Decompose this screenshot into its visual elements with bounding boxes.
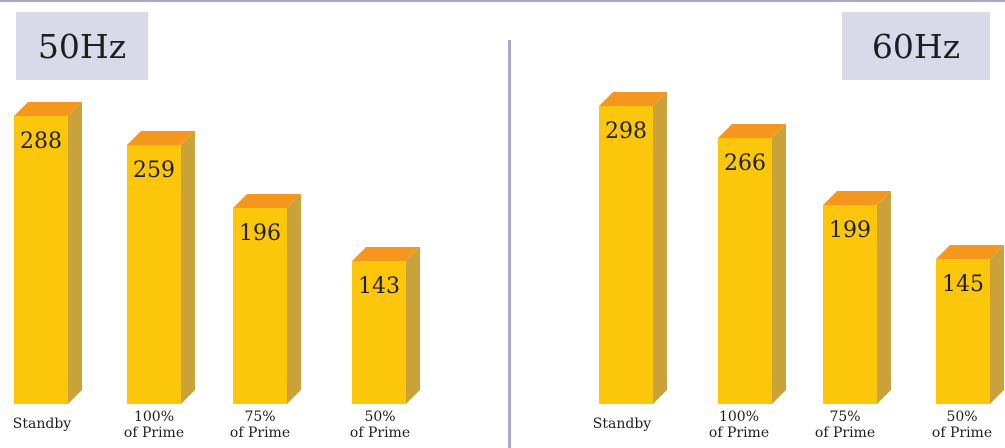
bar-group: 143	[352, 247, 420, 404]
data-label: 199	[829, 218, 871, 243]
frequency-label-50hz: 50Hz	[16, 12, 148, 80]
bar-top	[823, 191, 891, 205]
bar-top	[14, 102, 82, 116]
bar-side	[653, 92, 667, 404]
bar-side	[772, 124, 786, 404]
category-label: 50% of Prime	[350, 409, 410, 441]
data-label: 266	[724, 151, 766, 176]
category-label: Standby	[13, 416, 72, 432]
bar-top	[352, 247, 420, 261]
data-label: 259	[133, 158, 175, 183]
bar-group: 199	[823, 191, 891, 404]
category-label: 100% of Prime	[709, 409, 769, 441]
top-rule	[0, 0, 1005, 2]
bar	[823, 205, 877, 404]
frequency-label-60hz: 60Hz	[842, 12, 990, 80]
category-label: 100% of Prime	[124, 409, 184, 441]
bar	[14, 116, 68, 404]
bar	[936, 259, 990, 404]
bar-group: 266	[718, 124, 786, 404]
category-label: 50% of Prime	[932, 409, 992, 441]
bar-group: 145	[936, 245, 1004, 404]
bar	[599, 106, 653, 404]
bar	[127, 145, 181, 404]
bar-group: 196	[233, 194, 301, 404]
panel-divider	[508, 40, 511, 448]
bar-top	[599, 92, 667, 106]
data-label: 288	[20, 129, 62, 154]
bar	[352, 261, 406, 404]
bar	[718, 138, 772, 404]
data-label: 143	[358, 274, 400, 299]
bar-side	[990, 245, 1004, 404]
category-label: Standby	[593, 416, 652, 432]
data-label: 298	[605, 119, 647, 144]
bar-top	[233, 194, 301, 208]
bar-group: 288	[14, 102, 82, 404]
bar-side	[406, 247, 420, 404]
bar-side	[877, 191, 891, 404]
frequency-label-text: 60Hz	[871, 26, 961, 66]
bar-group: 298	[599, 92, 667, 404]
bar-top	[936, 245, 1004, 259]
category-label: 75% of Prime	[815, 409, 875, 441]
bar	[233, 208, 287, 404]
data-label: 196	[239, 221, 281, 246]
bar-chart-50hz: 288 Standby 259 100% of Prime 196 75% of Prime 1…	[13, 102, 420, 441]
data-label: 145	[942, 272, 984, 297]
bar-group: 259	[127, 131, 195, 404]
frequency-label-text: 50Hz	[37, 26, 127, 66]
bar-top	[127, 131, 195, 145]
bar-side	[68, 102, 82, 404]
bar-chart-60hz: 298 Standby 266 100% of Prime 199 75% of Prime 1…	[593, 92, 1004, 441]
bar-top	[718, 124, 786, 138]
category-label: 75% of Prime	[230, 409, 290, 441]
bar-side	[287, 194, 301, 404]
bar-side	[181, 131, 195, 404]
